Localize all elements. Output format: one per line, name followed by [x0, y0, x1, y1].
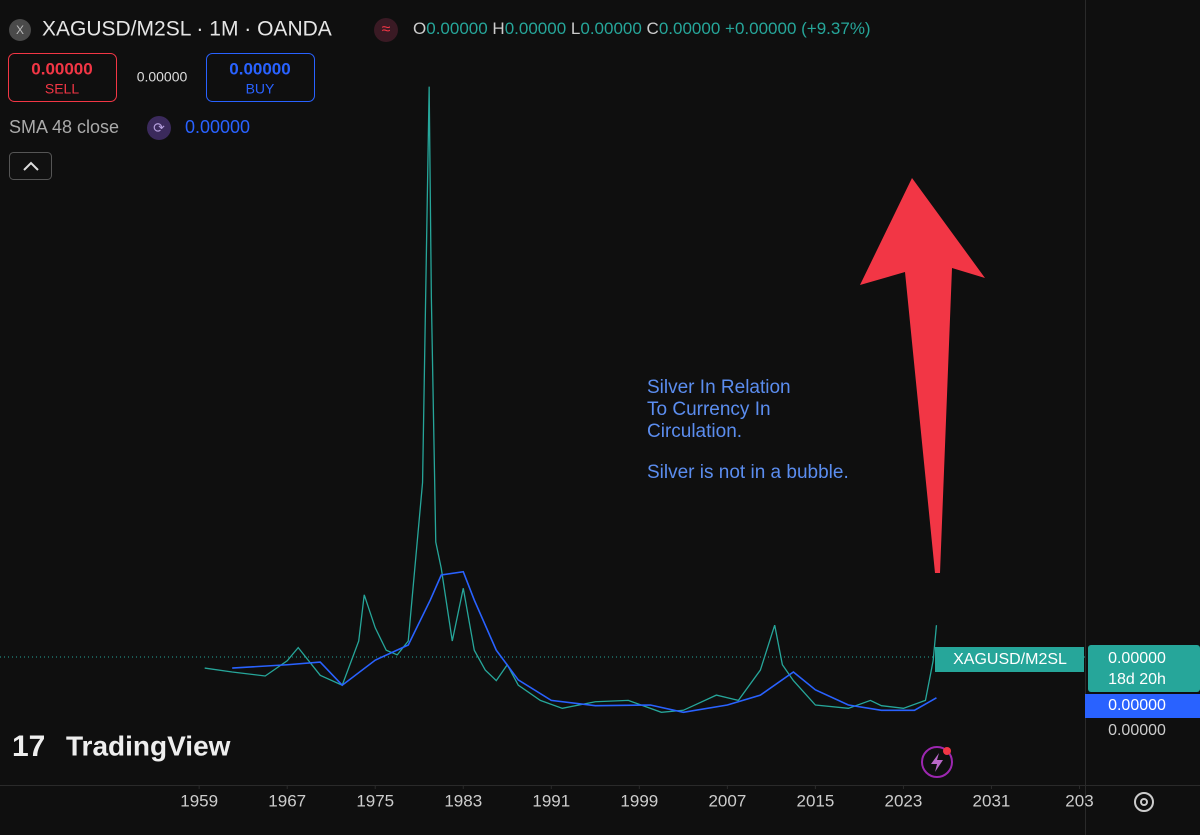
open-label: O — [413, 19, 426, 38]
annotation-line: To Currency In — [647, 399, 771, 420]
x-tick-label: 1999 — [620, 791, 658, 810]
change: +0.00000 — [725, 19, 796, 38]
indicator-name[interactable]: SMA 48 close — [9, 117, 119, 137]
close: 0.00000 — [659, 19, 720, 38]
countdown: 18d 20h — [1108, 671, 1166, 688]
change-pct: (+9.37%) — [801, 19, 870, 38]
buy-button[interactable] — [206, 53, 315, 102]
annotation-note: Silver is not in a bubble. — [647, 462, 849, 483]
x-tick-label: 2007 — [708, 791, 746, 810]
alert-dot — [943, 747, 951, 755]
annotation-line: Silver In Relation — [647, 377, 791, 398]
indicator-icon[interactable] — [147, 116, 171, 140]
indicator-icon-glyph: ⟳ — [153, 120, 165, 136]
sell-label: SELL — [45, 81, 79, 97]
x-tick-label: 1975 — [356, 791, 394, 810]
collapse-button[interactable] — [9, 152, 52, 180]
indicator-value: 0.00000 — [185, 117, 250, 137]
ohlc: O0.00000 H0.00000 L0.00000 C0.00000 +0.0… — [413, 19, 871, 38]
symbol[interactable]: XAGUSD/M2SL · 1M · OANDA — [42, 18, 332, 41]
watermark-logo: 17 — [12, 730, 45, 763]
x-tick-label: 1959 — [180, 791, 218, 810]
series-tag — [935, 647, 1084, 672]
series-line — [232, 570, 937, 714]
axis-price: 0.00000 — [1108, 722, 1166, 739]
x-tick-label: 1967 — [268, 791, 306, 810]
last-price: 0.00000 — [1108, 650, 1166, 667]
x-tick-label: 1983 — [444, 791, 482, 810]
collapse-icon — [23, 161, 39, 171]
x-tick-label: 2015 — [796, 791, 834, 810]
spread: 0.00000 — [137, 69, 188, 85]
buy-price: 0.00000 — [229, 59, 290, 78]
open: 0.00000 — [426, 19, 487, 38]
arrow — [860, 178, 985, 573]
settings-icon[interactable] — [1134, 792, 1154, 812]
sma-price: 0.00000 — [1108, 697, 1166, 714]
low: 0.00000 — [580, 19, 641, 38]
alert-glyph — [931, 753, 943, 772]
buy-label: BUY — [246, 81, 275, 97]
low-label: L — [571, 19, 580, 38]
settings-icon-center — [1140, 798, 1148, 806]
sell-price: 0.00000 — [31, 59, 92, 78]
sma-tag — [1085, 694, 1200, 718]
sell-button[interactable] — [8, 53, 117, 102]
series-tag-label: XAGUSD/M2SL — [953, 651, 1067, 668]
alert-icon[interactable] — [921, 746, 953, 778]
symbol-icon-glyph: X — [16, 23, 24, 37]
last-price-tag — [1088, 645, 1200, 692]
watermark: TradingView — [66, 730, 231, 761]
x-tick-label: 2023 — [885, 791, 923, 810]
series-line — [204, 86, 938, 713]
source-icon — [374, 18, 398, 42]
x-tick-label: 2031 — [973, 791, 1011, 810]
high: 0.00000 — [505, 19, 566, 38]
annotation-line: Circulation. — [647, 421, 742, 442]
symbol-icon — [9, 19, 31, 41]
close-label: C — [647, 19, 659, 38]
source-icon-glyph: ≈ — [382, 21, 391, 38]
x-tick-label: 1991 — [532, 791, 570, 810]
x-tick-label: 203 — [1065, 791, 1093, 810]
high-label: H — [492, 19, 504, 38]
